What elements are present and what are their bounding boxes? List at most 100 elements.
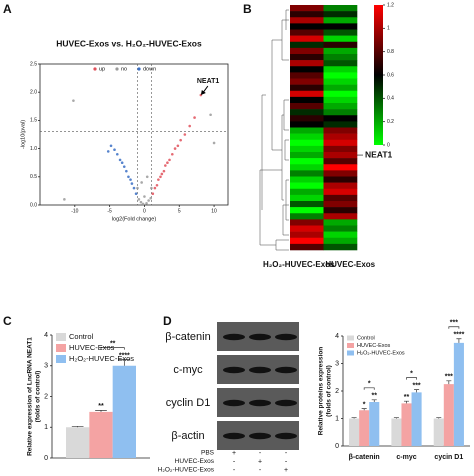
colorbar-tick-label: 0.8: [387, 49, 394, 55]
heatmap-cell: [290, 84, 324, 92]
heatmap-cell: [290, 152, 324, 159]
heatmap-cell: [290, 127, 324, 134]
point: [149, 196, 153, 200]
heatmap-cell: [323, 182, 358, 190]
heatmap-cell: [323, 66, 358, 73]
error-bar: [446, 380, 452, 385]
heatmap-cell: [290, 35, 324, 43]
y-tick-label: 3: [44, 363, 48, 370]
column-label: HUVEC-Exos: [325, 260, 375, 269]
heatmap-cell: [290, 115, 324, 122]
heatmap-cell: [290, 194, 324, 202]
point: [159, 175, 162, 179]
blot-band: [223, 399, 245, 407]
heatmap-cell: [323, 35, 358, 43]
legend-label: Control: [69, 332, 94, 341]
bar: [453, 342, 464, 446]
legend-swatch: [137, 67, 141, 71]
error-bar: [361, 408, 367, 411]
point: [139, 200, 143, 204]
protein-label: cyclin D1: [166, 397, 211, 409]
heatmap-cell: [290, 139, 324, 147]
x-tick-label: c-myc: [396, 454, 416, 461]
point: [136, 186, 139, 190]
bar: [112, 365, 136, 458]
y-tick-label: 2: [44, 393, 48, 400]
legend-swatch: [115, 67, 119, 71]
y-tick-label: 3: [335, 360, 339, 367]
point: [173, 147, 177, 150]
y-tick-label: 0: [44, 455, 48, 462]
point: [193, 116, 196, 119]
heatmap-cell: [323, 219, 358, 226]
point: [106, 150, 110, 153]
heatmap-cell: [290, 207, 324, 214]
heatmap-cell: [323, 11, 358, 18]
colorbar-tick-label: 0.4: [387, 96, 394, 102]
error-bar: [371, 399, 377, 402]
protein-label: c-myc: [173, 364, 203, 376]
heatmap-cell: [290, 54, 324, 61]
heatmap-cell: [323, 188, 358, 196]
point: [113, 148, 116, 152]
y-tick-label: 4: [44, 332, 48, 339]
legend-swatch: [56, 333, 66, 341]
heatmap-cell: [290, 201, 324, 208]
comparison-bracket: [448, 326, 460, 329]
legend-label: H₂O₂-HUVEC-Exos: [69, 354, 134, 363]
heatmap-cell: [290, 23, 324, 30]
blot-band: [223, 366, 245, 374]
heatmap-cell: [290, 11, 324, 18]
blot-band: [275, 366, 297, 374]
point: [188, 124, 192, 128]
error-bar: [436, 417, 442, 419]
colorbar: [374, 5, 383, 145]
heatmap-cell: [290, 182, 324, 190]
heatmap-cell: [323, 17, 358, 24]
x-tick-label: -5: [107, 208, 112, 214]
comparison-label: *: [368, 381, 371, 388]
point: [120, 161, 124, 164]
y-tick-label: 2.5: [30, 61, 37, 67]
legend-swatch: [93, 67, 97, 71]
comparison-label: **: [110, 340, 116, 347]
blot-band: [249, 366, 271, 374]
dendrogram: [259, 9, 289, 251]
point: [179, 138, 182, 142]
heatmap-cell: [323, 41, 358, 49]
point: [166, 161, 169, 164]
y-tick-label: 1: [44, 424, 48, 431]
heatmap-cell: [290, 243, 324, 251]
blot-band: [249, 333, 271, 341]
point: [151, 192, 155, 196]
point: [109, 144, 113, 148]
blot-band: [275, 333, 297, 341]
comparison-bracket: [363, 387, 375, 390]
heatmap-cell: [290, 237, 324, 245]
heatmap-cell: [290, 188, 324, 196]
column-label: H₂O₂-HUVEC-Exos: [263, 260, 335, 269]
heatmap-cell: [323, 207, 358, 214]
y-axis-label: (folds of control): [326, 365, 333, 417]
protein-label: β-catenin: [165, 331, 210, 343]
heatmap-cell: [323, 176, 358, 183]
blot-band: [223, 333, 245, 341]
heatmap-cell: [290, 133, 324, 141]
heatmap-cell: [323, 225, 358, 232]
heatmap-cell: [323, 60, 358, 67]
heatmap-cell: [323, 201, 358, 208]
point: [176, 144, 180, 148]
y-tick-label: 2.0: [30, 90, 37, 96]
legend-label: H₂O₂-HUVEC-Exos: [357, 350, 405, 356]
comparison-bracket: [406, 377, 417, 380]
y-tick-label: 2: [335, 388, 339, 395]
comparison-label: ***: [450, 320, 458, 327]
heatmap-cell: [290, 164, 324, 171]
heatmap-cell: [323, 133, 358, 141]
treatment-sign: -: [233, 458, 236, 465]
x-tick-label: -10: [71, 208, 78, 214]
annotation-label: NEAT1: [197, 78, 220, 85]
error-bar: [456, 338, 462, 343]
heatmap-cell: [323, 170, 358, 177]
point: [155, 183, 159, 187]
